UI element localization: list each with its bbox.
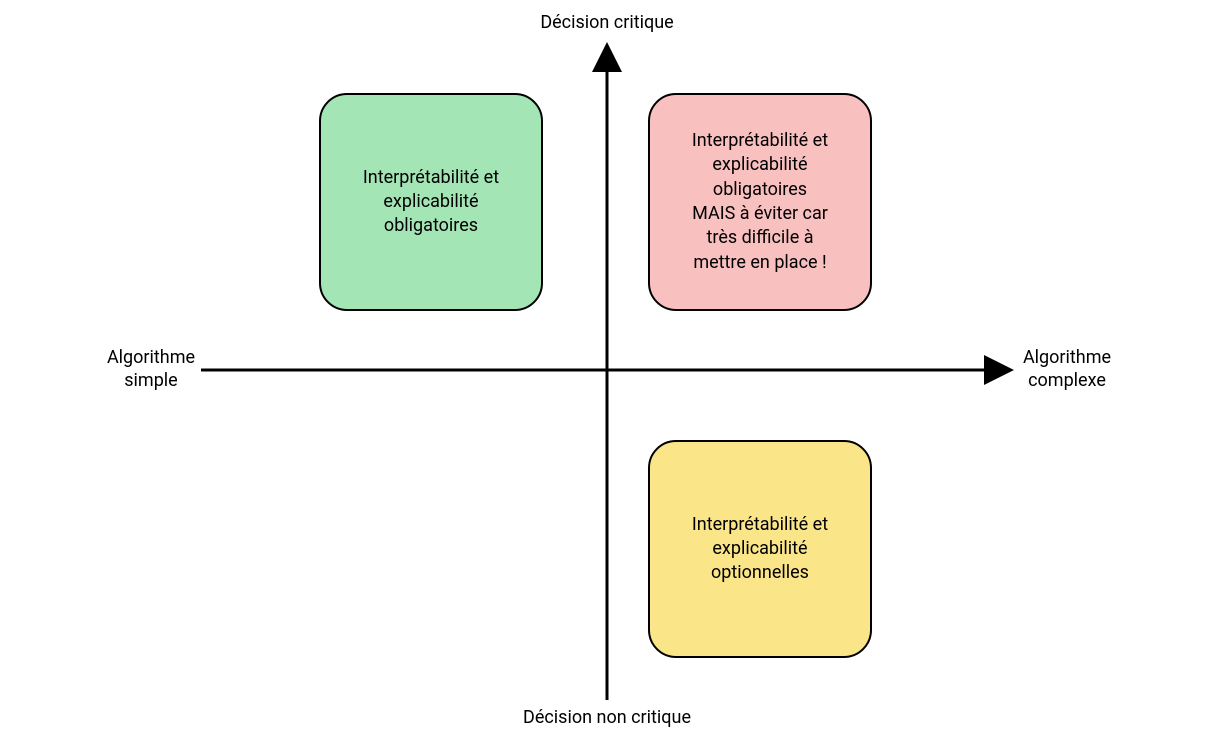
axis-label-right: Algorithme complexe	[947, 346, 1187, 393]
quadrant-box-top-left: Interprétabilité et explicabilité obliga…	[319, 93, 543, 311]
quadrant-diagram: Décision critique Décision non critique …	[0, 0, 1214, 746]
axis-label-bottom: Décision non critique	[487, 706, 727, 729]
axis-label-top: Décision critique	[487, 11, 727, 34]
quadrant-box-bottom-right: Interprétabilité et explicabilité option…	[648, 440, 872, 658]
axis-label-left: Algorithme simple	[31, 346, 271, 393]
quadrant-box-top-right: Interprétabilité et explicabilité obliga…	[648, 93, 872, 311]
